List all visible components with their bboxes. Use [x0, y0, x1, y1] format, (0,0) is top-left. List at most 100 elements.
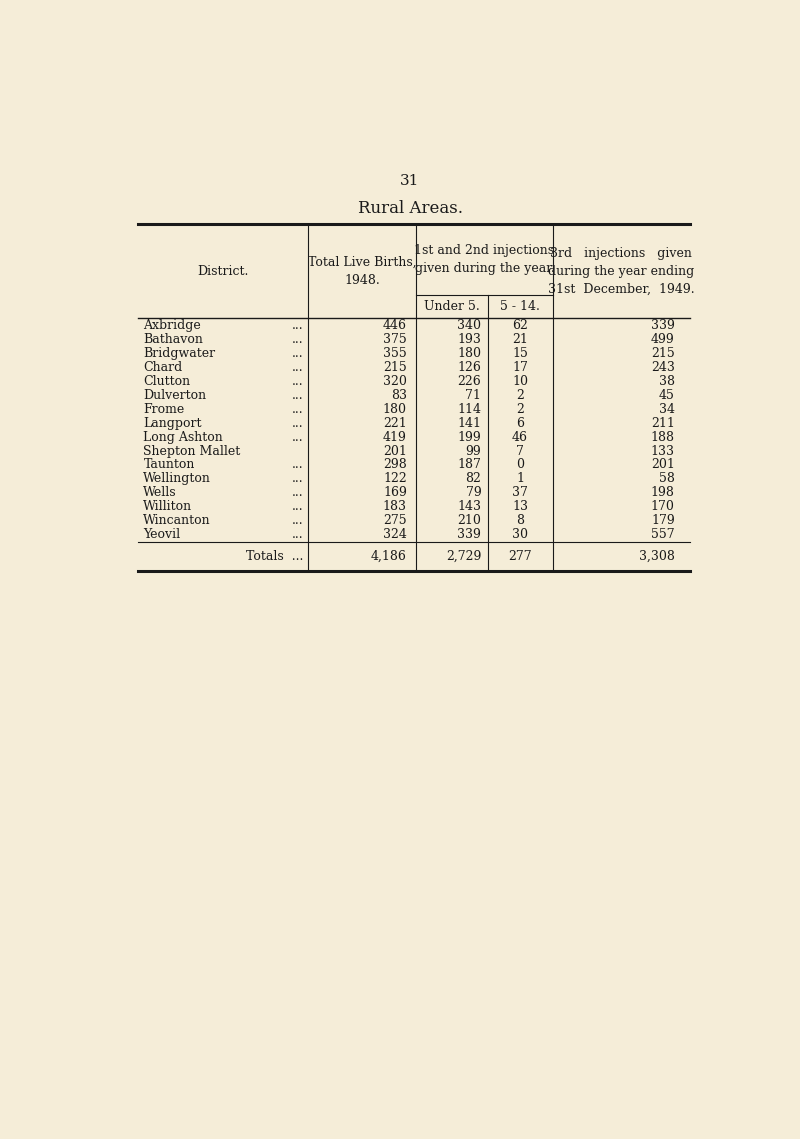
Text: District.: District.: [198, 264, 249, 278]
Text: 15: 15: [512, 346, 528, 360]
Text: 4,186: 4,186: [371, 550, 407, 563]
Text: ...: ...: [292, 473, 303, 485]
Text: 324: 324: [383, 528, 407, 541]
Text: 211: 211: [651, 417, 674, 429]
Text: 83: 83: [391, 388, 407, 402]
Text: 45: 45: [659, 388, 674, 402]
Text: Langport: Langport: [143, 417, 202, 429]
Text: 557: 557: [651, 528, 674, 541]
Text: 193: 193: [458, 333, 482, 346]
Text: Yeovil: Yeovil: [143, 528, 181, 541]
Text: 79: 79: [466, 486, 482, 499]
Text: 339: 339: [458, 528, 482, 541]
Text: Under 5.: Under 5.: [424, 300, 480, 313]
Text: 170: 170: [651, 500, 674, 514]
Text: 3rd   injections   given
during the year ending
31st  December,  1949.: 3rd injections given during the year end…: [548, 247, 694, 296]
Text: 6: 6: [516, 417, 524, 429]
Text: 5 - 14.: 5 - 14.: [500, 300, 540, 313]
Text: 141: 141: [458, 417, 482, 429]
Text: Williton: Williton: [143, 500, 193, 514]
Text: Rural Areas.: Rural Areas.: [358, 199, 462, 216]
Text: ...: ...: [292, 402, 303, 416]
Text: 34: 34: [658, 402, 674, 416]
Text: 339: 339: [651, 319, 674, 331]
Text: Bridgwater: Bridgwater: [143, 346, 215, 360]
Text: 221: 221: [383, 417, 407, 429]
Text: 17: 17: [512, 361, 528, 374]
Text: 243: 243: [651, 361, 674, 374]
Text: ...: ...: [292, 459, 303, 472]
Text: ...: ...: [292, 319, 303, 331]
Text: 375: 375: [383, 333, 407, 346]
Text: 37: 37: [512, 486, 528, 499]
Text: Chard: Chard: [143, 361, 182, 374]
Text: 215: 215: [651, 346, 674, 360]
Text: 126: 126: [458, 361, 482, 374]
Text: 188: 188: [650, 431, 674, 443]
Text: ...: ...: [292, 388, 303, 402]
Text: 58: 58: [659, 473, 674, 485]
Text: 199: 199: [458, 431, 482, 443]
Text: 46: 46: [512, 431, 528, 443]
Text: 198: 198: [651, 486, 674, 499]
Text: 340: 340: [458, 319, 482, 331]
Text: ...: ...: [292, 528, 303, 541]
Text: 275: 275: [383, 515, 407, 527]
Text: Long Ashton: Long Ashton: [143, 431, 223, 443]
Text: Wells: Wells: [143, 486, 177, 499]
Text: ...: ...: [292, 375, 303, 387]
Text: Wincanton: Wincanton: [143, 515, 211, 527]
Text: 30: 30: [512, 528, 528, 541]
Text: 201: 201: [651, 459, 674, 472]
Text: 2: 2: [516, 388, 524, 402]
Text: 38: 38: [658, 375, 674, 387]
Text: 201: 201: [383, 444, 407, 458]
Text: ...: ...: [292, 486, 303, 499]
Text: 99: 99: [466, 444, 482, 458]
Text: 320: 320: [383, 375, 407, 387]
Text: 8: 8: [516, 515, 524, 527]
Text: Bathavon: Bathavon: [143, 333, 203, 346]
Text: 2: 2: [516, 402, 524, 416]
Text: 3,308: 3,308: [639, 550, 674, 563]
Text: 180: 180: [383, 402, 407, 416]
Text: 21: 21: [512, 333, 528, 346]
Text: Axbridge: Axbridge: [143, 319, 201, 331]
Text: 10: 10: [512, 375, 528, 387]
Text: 179: 179: [651, 515, 674, 527]
Text: 215: 215: [383, 361, 407, 374]
Text: 277: 277: [508, 550, 532, 563]
Text: Totals  ...: Totals ...: [246, 550, 303, 563]
Text: 143: 143: [458, 500, 482, 514]
Text: Taunton: Taunton: [143, 459, 194, 472]
Text: 187: 187: [458, 459, 482, 472]
Text: Wellington: Wellington: [143, 473, 211, 485]
Text: 31: 31: [400, 173, 420, 188]
Text: 355: 355: [383, 346, 407, 360]
Text: 499: 499: [651, 333, 674, 346]
Text: 180: 180: [458, 346, 482, 360]
Text: Frome: Frome: [143, 402, 185, 416]
Text: ...: ...: [292, 500, 303, 514]
Text: 1: 1: [516, 473, 524, 485]
Text: ...: ...: [292, 417, 303, 429]
Text: 446: 446: [383, 319, 407, 331]
Text: 82: 82: [466, 473, 482, 485]
Text: 122: 122: [383, 473, 407, 485]
Text: 62: 62: [512, 319, 528, 331]
Text: 7: 7: [516, 444, 524, 458]
Text: Clutton: Clutton: [143, 375, 190, 387]
Text: 0: 0: [516, 459, 524, 472]
Text: ...: ...: [292, 333, 303, 346]
Text: 1st and 2nd injections
given during the year.: 1st and 2nd injections given during the …: [414, 244, 554, 274]
Text: 13: 13: [512, 500, 528, 514]
Text: ...: ...: [292, 515, 303, 527]
Text: ...: ...: [292, 361, 303, 374]
Text: 133: 133: [650, 444, 674, 458]
Text: 183: 183: [383, 500, 407, 514]
Text: 210: 210: [458, 515, 482, 527]
Text: 298: 298: [383, 459, 407, 472]
Text: 114: 114: [458, 402, 482, 416]
Text: 226: 226: [458, 375, 482, 387]
Text: Shepton Mallet: Shepton Mallet: [143, 444, 241, 458]
